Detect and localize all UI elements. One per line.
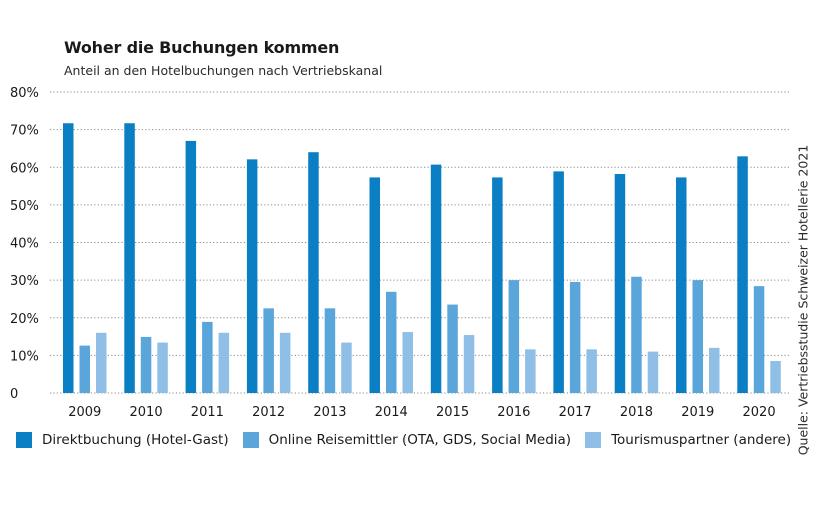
bar-2020-series-2 xyxy=(770,361,781,393)
bar-2019-series-0 xyxy=(676,177,687,393)
bar-2013-series-2 xyxy=(341,342,352,393)
y-tick-label: 70% xyxy=(10,124,39,139)
bar-2019-series-2 xyxy=(709,347,720,393)
bar-2011-series-1 xyxy=(202,321,213,393)
bar-2018-series-0 xyxy=(614,174,626,393)
legend-label: Tourismuspartner (andere) xyxy=(611,432,792,448)
x-tick-label: 2018 xyxy=(620,405,653,420)
legend-item-tourismus: Tourismuspartner (andere) xyxy=(585,432,791,448)
bar-2014-series-0 xyxy=(369,177,380,393)
bar-chart: 010%20%30%40%50%60%70%80% 2009 2010 2011 20… xyxy=(10,86,790,420)
x-tick-label: 2014 xyxy=(375,405,408,420)
y-tick-label: 60% xyxy=(10,161,39,176)
legend-label: Direktbuchung (Hotel-Gast) xyxy=(42,432,229,448)
bar-2016-series-2 xyxy=(525,349,536,393)
bar-2016-series-1 xyxy=(508,280,520,393)
bar-2009-series-2 xyxy=(96,332,107,393)
bar-2017-series-1 xyxy=(569,282,581,393)
y-tick-label: 0 xyxy=(10,387,18,402)
x-tick-label: 2017 xyxy=(559,405,592,420)
bar-2010-series-1 xyxy=(140,336,152,393)
bar-2020-series-1 xyxy=(753,286,765,393)
x-tick-label: 2013 xyxy=(313,405,346,420)
x-axis-ticks: 2009 2010 2011 2012 2013 2014 2015 2016 2017 2018… xyxy=(68,405,775,420)
chart-title: Woher die Buchungen kommen xyxy=(64,38,340,57)
x-tick-label: 2016 xyxy=(497,405,530,420)
y-tick-label: 40% xyxy=(10,237,39,252)
chart-subtitle: Anteil an den Hotelbuchungen nach Vertri… xyxy=(64,63,383,78)
bar-2011-series-2 xyxy=(218,332,230,393)
bar-2018-series-2 xyxy=(647,351,659,393)
bar-2014-series-1 xyxy=(386,291,397,393)
legend: Direktbuchung (Hotel-Gast) Online Reisem… xyxy=(16,432,805,448)
legend-swatch xyxy=(16,432,32,448)
bar-2010-series-0 xyxy=(124,123,135,393)
bar-2018-series-1 xyxy=(631,276,642,393)
bar-2017-series-0 xyxy=(553,171,564,393)
bar-2015-series-1 xyxy=(447,304,458,393)
bar-2012-series-1 xyxy=(263,308,274,393)
bar-2014-series-2 xyxy=(402,332,413,393)
y-axis-ticks: 0 10% 20% 30% 40% 50% 60% 70% 80% xyxy=(10,86,39,402)
bar-2010-series-2 xyxy=(157,342,168,393)
legend-swatch xyxy=(242,432,259,448)
x-tick-label: 2015 xyxy=(436,405,469,420)
x-tick-label: 2009 xyxy=(68,405,101,420)
y-tick-label: 80% xyxy=(10,86,39,101)
y-tick-label: 20% xyxy=(10,312,39,327)
bar-2009-series-1 xyxy=(79,345,90,393)
bar-2009-series-0 xyxy=(63,123,74,393)
bar-2020-series-0 xyxy=(737,156,748,393)
bar-2011-series-0 xyxy=(185,140,197,393)
bar-2015-series-0 xyxy=(430,164,442,393)
bars xyxy=(63,123,781,393)
legend-label: Online Reisemittler (OTA, GDS, Social Me… xyxy=(268,432,572,448)
x-tick-label: 2011 xyxy=(191,405,224,420)
x-tick-label: 2019 xyxy=(681,405,714,420)
bar-2012-series-0 xyxy=(246,159,258,393)
bar-2017-series-2 xyxy=(586,349,597,393)
bar-2015-series-2 xyxy=(463,335,475,393)
x-tick-label: 2020 xyxy=(743,405,776,420)
y-tick-label: 50% xyxy=(10,199,39,214)
bar-2016-series-0 xyxy=(492,177,503,393)
x-tick-label: 2010 xyxy=(130,405,163,420)
source-note: Quelle: Vertriebsstudie Schweizer Hotell… xyxy=(795,144,811,456)
y-tick-label: 10% xyxy=(10,349,39,364)
bar-2013-series-1 xyxy=(324,308,336,393)
legend-swatch xyxy=(585,432,602,448)
bar-2019-series-1 xyxy=(692,280,703,393)
legend-item-online: Online Reisemittler (OTA, GDS, Social Me… xyxy=(242,432,572,448)
legend-item-direktbuchung: Direktbuchung (Hotel-Gast) xyxy=(16,432,229,448)
bar-2012-series-2 xyxy=(279,332,291,393)
gridlines xyxy=(50,91,790,394)
y-tick-label: 30% xyxy=(10,274,39,289)
x-tick-label: 2012 xyxy=(252,405,285,420)
bar-2013-series-0 xyxy=(308,152,319,393)
